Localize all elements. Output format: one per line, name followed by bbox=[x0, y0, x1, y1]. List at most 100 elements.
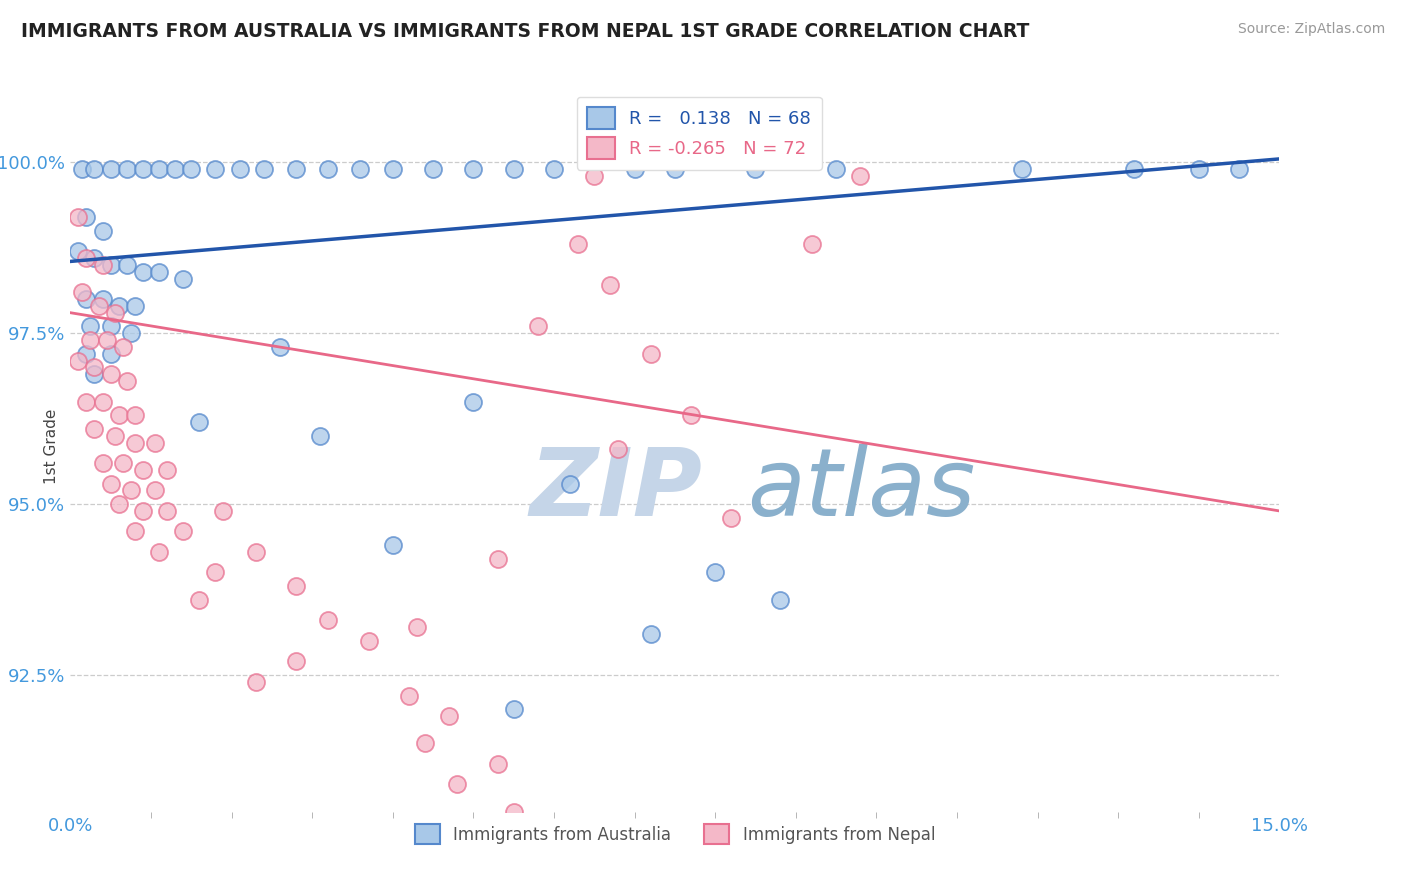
Text: ZIP: ZIP bbox=[530, 444, 703, 536]
Point bbox=[640, 347, 662, 361]
Point bbox=[132, 463, 155, 477]
Point bbox=[463, 394, 485, 409]
Point bbox=[543, 162, 565, 177]
Point bbox=[156, 463, 179, 477]
Point bbox=[245, 545, 267, 559]
Point bbox=[285, 579, 308, 593]
Point bbox=[825, 162, 848, 177]
Point bbox=[83, 422, 105, 436]
Point bbox=[75, 394, 97, 409]
Point bbox=[269, 340, 291, 354]
Point bbox=[91, 258, 114, 272]
Point bbox=[679, 409, 702, 423]
Point bbox=[83, 360, 105, 375]
Point bbox=[83, 251, 105, 265]
Point bbox=[148, 265, 170, 279]
Point bbox=[75, 251, 97, 265]
Point bbox=[91, 456, 114, 470]
Point bbox=[502, 162, 524, 177]
Point bbox=[100, 347, 122, 361]
Point bbox=[486, 551, 509, 566]
Point bbox=[316, 162, 339, 177]
Point bbox=[172, 271, 194, 285]
Point bbox=[1011, 162, 1033, 177]
Point bbox=[204, 162, 226, 177]
Point bbox=[599, 278, 621, 293]
Point bbox=[67, 353, 90, 368]
Point bbox=[349, 162, 371, 177]
Point bbox=[720, 510, 742, 524]
Point bbox=[104, 429, 127, 443]
Point bbox=[172, 524, 194, 539]
Point bbox=[769, 592, 792, 607]
Point bbox=[253, 162, 276, 177]
Point bbox=[91, 292, 114, 306]
Point bbox=[75, 210, 97, 224]
Point bbox=[107, 497, 129, 511]
Point bbox=[422, 162, 444, 177]
Point bbox=[188, 592, 211, 607]
Point bbox=[132, 265, 155, 279]
Point bbox=[148, 545, 170, 559]
Point bbox=[115, 162, 138, 177]
Point bbox=[143, 435, 166, 450]
Point bbox=[527, 319, 550, 334]
Point bbox=[567, 237, 589, 252]
Text: Source: ZipAtlas.com: Source: ZipAtlas.com bbox=[1237, 22, 1385, 37]
Text: atlas: atlas bbox=[748, 444, 976, 535]
Point bbox=[623, 162, 645, 177]
Point bbox=[87, 299, 110, 313]
Point bbox=[104, 306, 127, 320]
Point bbox=[72, 162, 94, 177]
Point bbox=[204, 566, 226, 580]
Point bbox=[463, 162, 485, 177]
Point bbox=[91, 394, 114, 409]
Point bbox=[79, 319, 101, 334]
Point bbox=[640, 627, 662, 641]
Point bbox=[124, 435, 146, 450]
Point bbox=[180, 162, 202, 177]
Point bbox=[100, 319, 122, 334]
Point bbox=[357, 633, 380, 648]
Point bbox=[120, 326, 142, 341]
Point bbox=[72, 285, 94, 300]
Point bbox=[502, 702, 524, 716]
Point bbox=[664, 162, 686, 177]
Text: IMMIGRANTS FROM AUSTRALIA VS IMMIGRANTS FROM NEPAL 1ST GRADE CORRELATION CHART: IMMIGRANTS FROM AUSTRALIA VS IMMIGRANTS … bbox=[21, 22, 1029, 41]
Point bbox=[143, 483, 166, 498]
Point bbox=[800, 237, 823, 252]
Point bbox=[115, 374, 138, 388]
Point bbox=[132, 162, 155, 177]
Point bbox=[381, 538, 404, 552]
Point bbox=[212, 504, 235, 518]
Point bbox=[124, 524, 146, 539]
Point bbox=[67, 210, 90, 224]
Point bbox=[91, 224, 114, 238]
Point bbox=[245, 674, 267, 689]
Point bbox=[83, 162, 105, 177]
Point bbox=[1188, 162, 1211, 177]
Point bbox=[107, 409, 129, 423]
Point bbox=[704, 566, 727, 580]
Point bbox=[79, 333, 101, 347]
Point bbox=[285, 654, 308, 668]
Point bbox=[486, 756, 509, 771]
Point bbox=[188, 415, 211, 429]
Point bbox=[75, 347, 97, 361]
Point bbox=[120, 483, 142, 498]
Point bbox=[446, 777, 468, 791]
Point bbox=[413, 736, 436, 750]
Point bbox=[316, 613, 339, 627]
Point bbox=[558, 476, 581, 491]
Point bbox=[1123, 162, 1146, 177]
Point bbox=[107, 299, 129, 313]
Y-axis label: 1st Grade: 1st Grade bbox=[44, 409, 59, 483]
Point bbox=[437, 709, 460, 723]
Point bbox=[607, 442, 630, 457]
Point bbox=[115, 258, 138, 272]
Point bbox=[100, 162, 122, 177]
Legend: Immigrants from Australia, Immigrants from Nepal: Immigrants from Australia, Immigrants fr… bbox=[408, 817, 942, 851]
Point bbox=[1227, 162, 1250, 177]
Point bbox=[111, 340, 134, 354]
Point bbox=[381, 162, 404, 177]
